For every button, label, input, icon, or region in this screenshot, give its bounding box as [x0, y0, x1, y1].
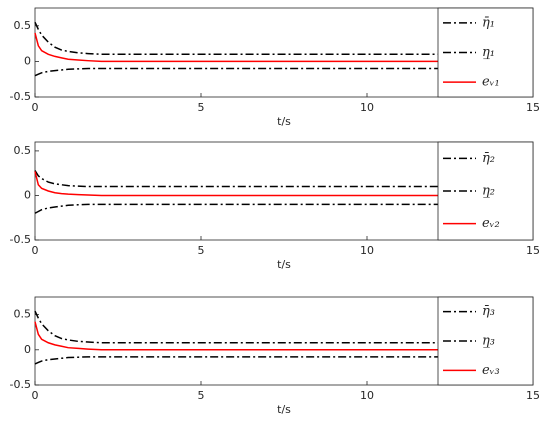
x-axis-label: t/s [277, 403, 291, 416]
x-tick-label: 10 [360, 389, 374, 402]
line-series [34, 171, 533, 197]
y-tick-label: 0.5 [14, 144, 32, 157]
line-series [34, 321, 533, 351]
y-tick-label: 0 [24, 188, 31, 201]
line-series [34, 310, 533, 344]
x-axis-label: t/s [277, 115, 291, 128]
x-tick-label: 5 [198, 101, 205, 114]
x-tick-label: 0 [32, 389, 39, 402]
x-tick-label: 0 [32, 244, 39, 257]
y-tick-label: 0 [24, 54, 31, 67]
legend-label: η̲₁ [482, 45, 495, 60]
x-tick-label: 15 [526, 244, 540, 257]
x-tick-label: 5 [198, 244, 205, 257]
legend-label: η̄₃ [482, 304, 495, 319]
line-series [34, 32, 533, 63]
line-series [34, 356, 533, 365]
x-axis-label: t/s [277, 258, 291, 271]
y-tick-label: 0 [24, 343, 31, 356]
x-tick-label: 15 [526, 101, 540, 114]
legend-label: eᵥ₃ [482, 363, 500, 378]
y-tick-label: -0.5 [10, 90, 31, 103]
line-series [34, 170, 533, 188]
legend-label: η̄₁ [482, 15, 495, 30]
legend-label: eᵥ₂ [482, 216, 500, 231]
y-tick-label: 0.5 [14, 308, 32, 321]
y-tick-label: -0.5 [10, 378, 31, 391]
legend-label: η̄₂ [482, 151, 495, 166]
y-tick-label: 0.5 [14, 19, 32, 32]
x-tick-label: 10 [360, 101, 374, 114]
line-series [34, 21, 533, 56]
legend-label: η̲₂ [482, 184, 495, 199]
y-tick-label: -0.5 [10, 233, 31, 246]
legend-label: η̲₃ [482, 334, 495, 349]
x-tick-label: 0 [32, 101, 39, 114]
legend-label: eᵥ₁ [482, 75, 500, 90]
legend-box [437, 7, 534, 98]
line-series [34, 203, 533, 214]
x-tick-label: 10 [360, 244, 374, 257]
x-tick-label: 5 [198, 389, 205, 402]
x-tick-label: 15 [526, 389, 540, 402]
line-series [34, 67, 533, 77]
